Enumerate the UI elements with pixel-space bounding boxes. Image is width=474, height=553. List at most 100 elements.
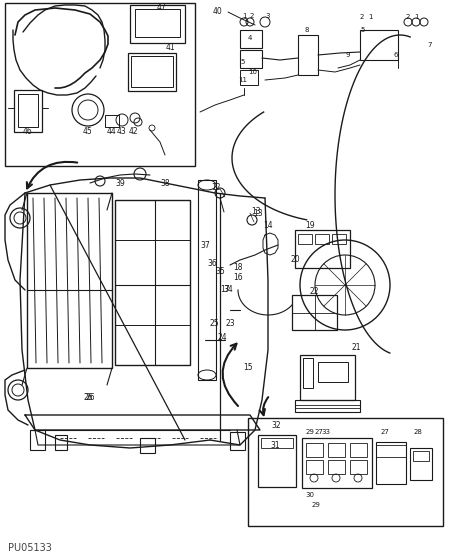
Text: 14: 14 bbox=[263, 221, 273, 229]
Bar bbox=[14, 90, 42, 132]
Text: 46: 46 bbox=[23, 128, 33, 137]
Text: 1: 1 bbox=[414, 14, 418, 20]
Bar bbox=[5, 3, 195, 166]
Bar bbox=[302, 438, 372, 488]
Bar bbox=[350, 460, 367, 474]
Bar bbox=[328, 460, 345, 474]
Text: 39: 39 bbox=[115, 179, 125, 187]
Text: 1: 1 bbox=[368, 14, 372, 20]
Text: 37: 37 bbox=[200, 241, 210, 249]
Bar bbox=[240, 30, 262, 48]
Text: 26: 26 bbox=[83, 394, 93, 403]
Text: 5: 5 bbox=[361, 27, 365, 33]
Bar bbox=[332, 234, 346, 244]
Bar bbox=[198, 180, 216, 380]
Bar bbox=[360, 30, 398, 60]
Bar bbox=[18, 94, 38, 127]
Text: 9: 9 bbox=[346, 52, 350, 58]
Text: 25: 25 bbox=[209, 319, 219, 327]
Text: 2: 2 bbox=[360, 14, 364, 20]
Bar bbox=[131, 56, 173, 87]
Bar bbox=[30, 430, 45, 450]
Text: 34: 34 bbox=[223, 285, 233, 295]
Text: PU05133: PU05133 bbox=[8, 543, 52, 553]
Bar bbox=[295, 400, 360, 412]
Bar bbox=[258, 435, 296, 487]
Text: 26: 26 bbox=[85, 394, 95, 403]
Text: 22: 22 bbox=[309, 288, 319, 296]
Text: 36: 36 bbox=[207, 258, 217, 268]
Bar bbox=[140, 438, 155, 453]
Text: 31: 31 bbox=[270, 441, 280, 450]
Text: 10: 10 bbox=[248, 69, 257, 75]
Text: 43: 43 bbox=[117, 128, 127, 137]
Bar bbox=[350, 443, 367, 457]
Bar bbox=[298, 35, 318, 75]
Text: 6: 6 bbox=[394, 52, 398, 58]
Bar bbox=[410, 448, 432, 480]
Bar bbox=[303, 358, 313, 388]
Text: 41: 41 bbox=[165, 44, 175, 53]
Text: 42: 42 bbox=[128, 128, 138, 137]
Bar bbox=[413, 451, 429, 461]
Text: 17: 17 bbox=[220, 285, 230, 295]
Text: 13: 13 bbox=[253, 210, 263, 218]
Text: 13: 13 bbox=[251, 206, 261, 216]
Bar bbox=[128, 53, 176, 91]
Text: 27: 27 bbox=[315, 429, 323, 435]
Text: 32: 32 bbox=[271, 420, 281, 430]
Bar bbox=[240, 70, 258, 85]
Text: 3: 3 bbox=[266, 13, 270, 19]
Text: 24: 24 bbox=[217, 333, 227, 342]
Text: 29: 29 bbox=[311, 502, 320, 508]
Bar bbox=[135, 9, 180, 37]
Bar bbox=[261, 438, 293, 448]
Text: 12: 12 bbox=[211, 184, 221, 192]
Text: 11: 11 bbox=[238, 77, 247, 83]
Text: 38: 38 bbox=[160, 179, 170, 187]
Bar bbox=[315, 234, 329, 244]
Bar bbox=[248, 418, 443, 526]
Bar bbox=[230, 432, 245, 450]
Bar bbox=[376, 445, 406, 457]
Text: 18: 18 bbox=[233, 263, 243, 273]
Text: 21: 21 bbox=[351, 343, 361, 352]
Bar bbox=[306, 443, 323, 457]
Text: 2: 2 bbox=[406, 14, 410, 20]
Bar bbox=[27, 193, 112, 368]
Text: 29: 29 bbox=[306, 429, 314, 435]
Text: 28: 28 bbox=[413, 429, 422, 435]
Text: 45: 45 bbox=[83, 128, 93, 137]
Text: 7: 7 bbox=[428, 42, 432, 48]
Bar bbox=[295, 230, 350, 268]
Text: 33: 33 bbox=[321, 429, 330, 435]
Text: 30: 30 bbox=[306, 492, 315, 498]
Text: 23: 23 bbox=[225, 319, 235, 327]
Bar bbox=[292, 295, 337, 330]
Bar bbox=[328, 443, 345, 457]
Text: 4: 4 bbox=[248, 35, 252, 41]
Text: 35: 35 bbox=[215, 267, 225, 275]
Text: 27: 27 bbox=[381, 429, 390, 435]
Bar bbox=[115, 200, 190, 365]
Text: 5: 5 bbox=[241, 59, 245, 65]
Bar bbox=[130, 5, 185, 43]
Text: 44: 44 bbox=[107, 128, 117, 137]
Text: 19: 19 bbox=[305, 221, 315, 229]
Text: 15: 15 bbox=[243, 363, 253, 373]
Text: 8: 8 bbox=[305, 27, 309, 33]
Bar bbox=[55, 435, 67, 450]
Text: 40: 40 bbox=[213, 8, 223, 17]
Text: 47: 47 bbox=[157, 3, 167, 13]
Text: 20: 20 bbox=[290, 255, 300, 264]
Text: 2: 2 bbox=[250, 13, 254, 19]
Bar bbox=[105, 115, 119, 127]
Bar bbox=[318, 362, 348, 382]
Text: 16: 16 bbox=[233, 274, 243, 283]
Text: 1: 1 bbox=[242, 13, 246, 19]
Bar bbox=[298, 234, 312, 244]
Bar bbox=[376, 442, 406, 484]
Bar bbox=[240, 50, 262, 68]
Bar bbox=[306, 460, 323, 474]
Bar bbox=[300, 355, 355, 400]
